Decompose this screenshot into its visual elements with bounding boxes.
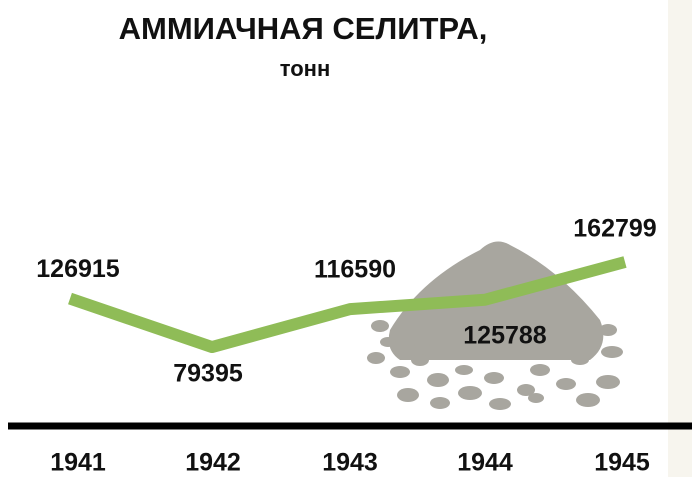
x-tick-label: 1945 [594,449,650,477]
data-label: 79395 [173,360,243,388]
data-label: 126915 [36,255,120,283]
x-tick-label: 1942 [185,449,241,477]
data-line [68,256,627,354]
x-tick-label: 1944 [457,449,513,477]
x-tick-label: 1943 [322,449,378,477]
x-tick-label: 1941 [50,449,106,477]
chart-title: АММИАЧНАЯ СЕЛИТРА, [119,11,488,46]
chart-subtitle: тонн [280,56,331,81]
data-label: 162799 [573,215,656,243]
edge-strip [668,0,692,477]
data-label: 125788 [463,321,547,349]
data-label: 116590 [314,256,396,284]
